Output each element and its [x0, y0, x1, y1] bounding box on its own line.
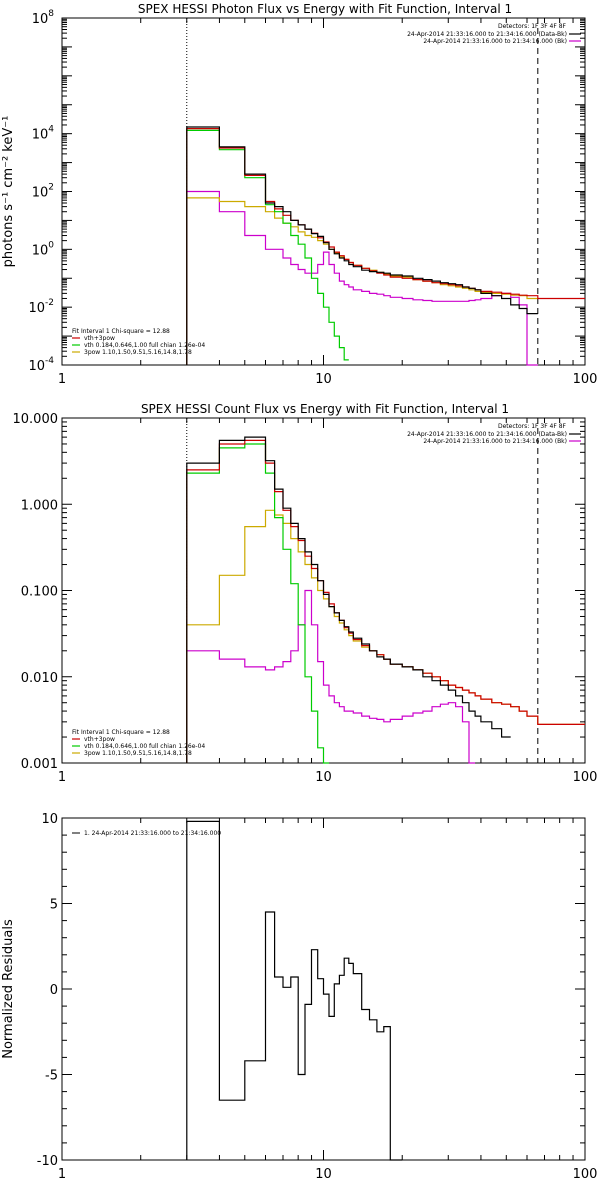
y-tick-label: -10: [37, 1154, 58, 1169]
photon-flux-plot-area: [61, 17, 586, 366]
series-vth: [186, 129, 349, 365]
count-flux-plot-area: [61, 417, 586, 764]
y-tick-label: 10: [41, 812, 58, 827]
count-flux-title: SPEX HESSI Count Flux vs Energy with Fit…: [141, 402, 509, 416]
legend-right-label: 24-Apr-2014 21:33:16.000 to 21:34:16.000…: [423, 438, 567, 445]
y-tick-base: 10: [32, 128, 49, 143]
residuals-plot-area: [61, 817, 586, 1161]
y-tick-exponent: -4: [45, 356, 54, 366]
count-flux-legend-right: 24-Apr-2014 21:33:16.000 to 21:34:16.000…: [407, 431, 581, 445]
y-axis-label: Normalized Residuals: [1, 919, 16, 1059]
photon-flux-title: SPEX HESSI Photon Flux vs Energy with Fi…: [138, 2, 512, 16]
x-tick-label: 100: [573, 770, 598, 785]
series-bk: [186, 190, 538, 366]
x-tick-label: 1: [58, 1167, 66, 1182]
legend-right-label: 24-Apr-2014 21:33:16.000 to 21:34:16.000…: [407, 431, 567, 438]
y-tick-label: 0.100: [21, 585, 58, 600]
x-tick-label: 10: [315, 770, 332, 785]
x-tick-label: 1: [58, 770, 66, 785]
legend-left-label: 3pow 1.10,1.50,9.51,5.16,14.8,1.78: [84, 750, 192, 757]
series-vth-3pow: [186, 439, 585, 763]
y-tick-exponent: 2: [48, 183, 54, 193]
x-tick-label: 100: [573, 372, 598, 387]
y-tick-base: 10: [28, 359, 45, 374]
plot-frame: [61, 17, 586, 366]
y-tick-base: 10: [32, 186, 49, 201]
series-data-bk: [186, 126, 538, 365]
y-tick-exponent: 8: [48, 9, 54, 19]
y-tick-label: 10-2: [28, 298, 54, 316]
y-tick-label: -5: [45, 1069, 58, 1084]
y-tick-label: 102: [32, 183, 54, 201]
residuals-ylabel: Normalized Residuals: [1, 919, 16, 1059]
y-tick-label: 0.001: [21, 757, 58, 772]
legend-left-label: vth+3pow: [84, 335, 115, 342]
plot-frame: [61, 817, 586, 1161]
legend-right-label: 24-Apr-2014 21:33:16.000 to 21:34:16.000…: [423, 38, 567, 45]
y-tick-label: 10-4: [28, 356, 54, 374]
legend-right-label: 24-Apr-2014 21:33:16.000 to 21:34:16.000…: [407, 31, 567, 38]
residuals-legend-label: 1. 24-Apr-2014 21:33:16.000 to 21:34:16.…: [84, 830, 221, 837]
series-residuals: [186, 820, 403, 1161]
y-tick-label: 100: [32, 240, 55, 258]
y-tick-label: 0: [50, 983, 58, 998]
series-vth: [186, 443, 329, 764]
x-tick-label: 10: [315, 1167, 332, 1182]
photon-flux-legend-right: 24-Apr-2014 21:33:16.000 to 21:34:16.000…: [407, 31, 581, 45]
legend-left-label: 3pow 1.10,1.50,9.51,5.16,14.8,1.78: [84, 349, 192, 356]
x-tick-label: 1: [58, 372, 66, 387]
photon-flux-ylabel: photons s⁻¹ cm⁻² keV⁻¹: [1, 116, 16, 268]
y-tick-label: 0.010: [21, 671, 58, 686]
y-tick-base: 10: [32, 12, 49, 27]
count-flux-fit-header: Fit Interval 1 Chi-square = 12.88: [72, 729, 170, 736]
x-tick-label: 100: [573, 1167, 598, 1182]
count-flux-detectors: Detectors: 1F 3F 4F 8F: [498, 423, 567, 430]
y-tick-label: 10.000: [13, 412, 59, 427]
photon-flux-panel: SPEX HESSI Photon Flux vs Energy with Fi…: [1, 2, 597, 387]
photon-flux-fit-header: Fit Interval 1 Chi-square = 12.88: [72, 328, 170, 335]
y-tick-exponent: 0: [48, 240, 54, 250]
photon-flux-detectors: Detectors: 1F 3F 4F 8F: [498, 23, 567, 30]
y-tick-base: 10: [32, 243, 49, 258]
y-tick-base: 10: [28, 301, 45, 316]
series-data-bk: [186, 436, 511, 763]
y-axis-label: photons s⁻¹ cm⁻² keV⁻¹: [1, 116, 16, 268]
y-tick-label: 104: [32, 125, 55, 143]
legend-left-label: vth 0.184,0.646,1.00 full chian 1.26e-04: [84, 342, 205, 349]
y-tick-exponent: -2: [45, 298, 54, 308]
series-3pow: [186, 509, 585, 763]
x-tick-label: 10: [315, 372, 332, 387]
y-tick-label: 108: [32, 9, 55, 27]
y-tick-label: 1.000: [21, 498, 58, 513]
y-tick-exponent: 4: [48, 125, 54, 135]
legend-left-label: vth+3pow: [84, 736, 115, 743]
y-tick-label: 5: [50, 898, 58, 913]
series-3pow: [186, 197, 538, 365]
count-flux-panel: SPEX HESSI Count Flux vs Energy with Fit…: [13, 402, 598, 785]
series-vth-3pow: [186, 128, 585, 365]
series-bk: [186, 589, 476, 764]
residuals-panel: Normalized Residuals 1 10 100 10 5 0 -5 -10 1. …: [1, 812, 597, 1182]
count-flux-ticks: 1 10 100 10.000 1.000 0.100 0.010 0.001: [13, 412, 598, 785]
legend-left-label: vth 0.184,0.646,1.00 full chian 1.26e-04: [84, 743, 205, 750]
residuals-ticks: 1 10 100 10 5 0 -5 -10: [37, 812, 598, 1182]
